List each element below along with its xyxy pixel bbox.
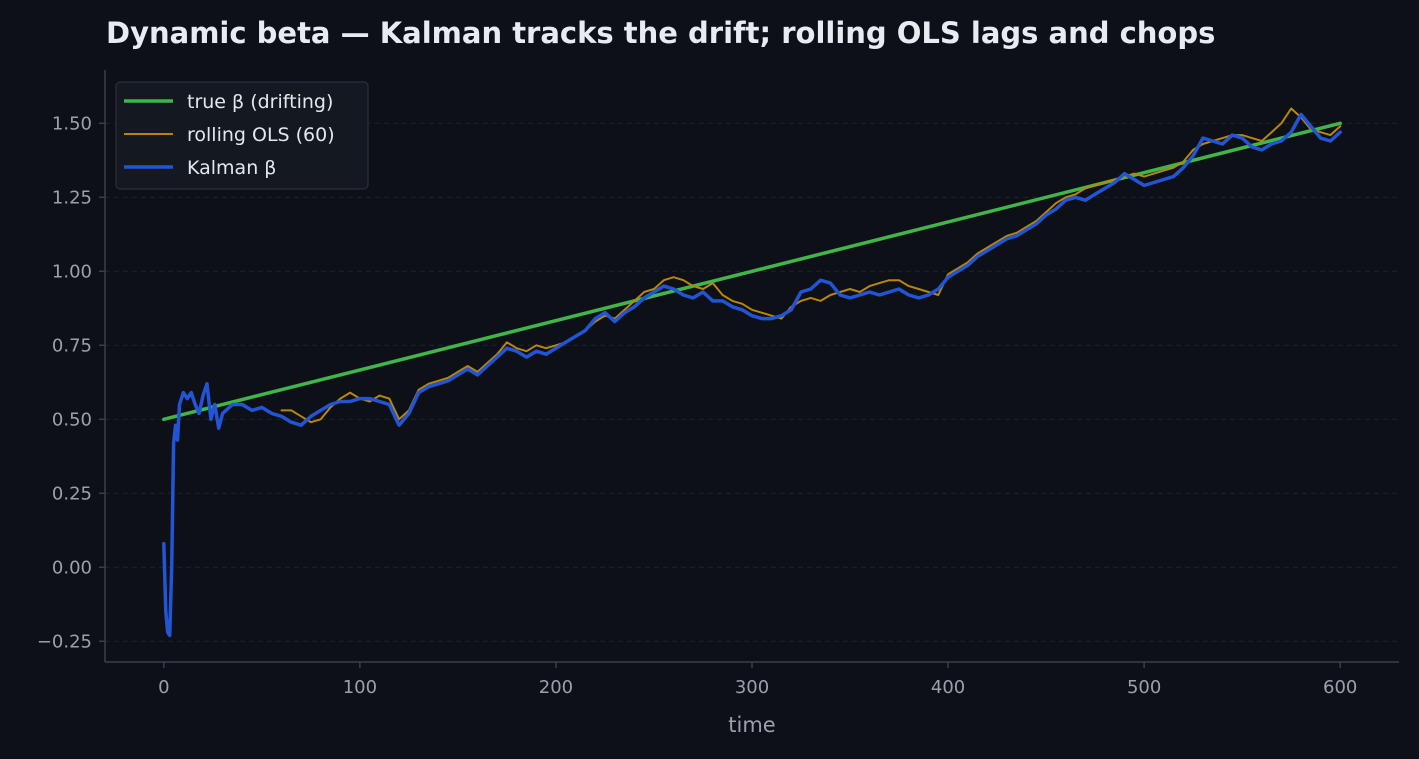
y-tick-label-4: 0.75 bbox=[52, 335, 92, 356]
legend-label-0: true β (drifting) bbox=[187, 91, 333, 113]
x-tick-label-3: 300 bbox=[735, 677, 769, 698]
y-tick-label-1: 0.00 bbox=[52, 557, 92, 578]
x-tick-label-4: 400 bbox=[931, 677, 965, 698]
chart-title: Dynamic beta — Kalman tracks the drift; … bbox=[106, 16, 1215, 50]
y-tick-label-6: 1.25 bbox=[52, 187, 92, 208]
y-tick-label-2: 0.25 bbox=[52, 483, 92, 504]
x-tick-label-1: 100 bbox=[343, 677, 377, 698]
y-tick-label-7: 1.50 bbox=[52, 113, 92, 134]
y-tick-label-3: 0.50 bbox=[52, 409, 92, 430]
y-tick-label-5: 1.00 bbox=[52, 261, 92, 282]
legend: true β (drifting) rolling OLS (60) Kalman … bbox=[115, 81, 369, 190]
series-line-2 bbox=[162, 112, 1342, 638]
series-line-1 bbox=[280, 107, 1342, 424]
x-tick-label-2: 200 bbox=[539, 677, 573, 698]
y-tick-label-0: −0.25 bbox=[37, 631, 92, 652]
legend-box bbox=[115, 81, 369, 190]
series-lines bbox=[162, 107, 1342, 638]
x-axis-label: time bbox=[728, 713, 775, 737]
x-tick-label-6: 600 bbox=[1323, 677, 1357, 698]
series-line-0 bbox=[162, 121, 1342, 422]
x-tick-label-0: 0 bbox=[158, 677, 169, 698]
legend-label-1: rolling OLS (60) bbox=[187, 124, 335, 146]
y-ticks: −0.25 0.00 0.25 0.50 0.75 1.00 1.25 1.50 bbox=[37, 113, 105, 652]
legend-label-2: Kalman β bbox=[187, 157, 276, 179]
x-tick-label-5: 500 bbox=[1127, 677, 1161, 698]
x-ticks: 0 100 200 300 400 500 600 bbox=[158, 662, 1357, 698]
